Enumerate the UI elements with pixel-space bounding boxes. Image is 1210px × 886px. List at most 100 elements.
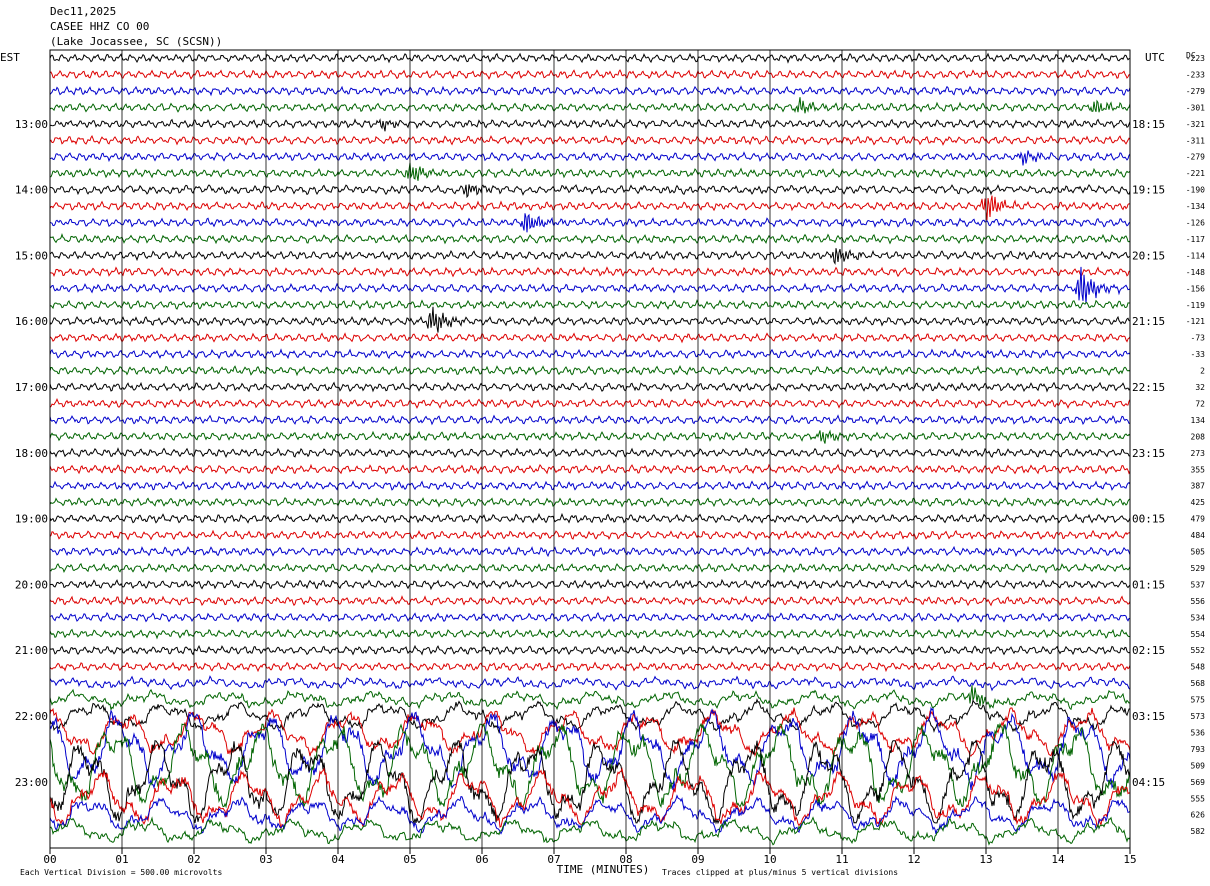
x-tick-label: 14	[1051, 853, 1065, 866]
est-hour-label: 22:00	[15, 710, 48, 723]
est-hour-label: 21:00	[15, 644, 48, 657]
dc-offset-label: -279	[1186, 153, 1205, 162]
trace-line	[49, 213, 1131, 233]
x-tick-label: 13	[979, 853, 992, 866]
dc-offset-label: 556	[1191, 597, 1206, 606]
utc-hour-label: 23:15	[1132, 447, 1165, 460]
est-hour-label: 18:00	[15, 447, 48, 460]
est-hour-label: 14:00	[15, 184, 48, 197]
trace-line	[49, 52, 1131, 64]
dc-offset-label: 2	[1200, 367, 1205, 376]
dc-offset-label: 387	[1191, 482, 1206, 491]
x-tick-label: 06	[475, 853, 488, 866]
dc-offset-label: 509	[1191, 761, 1206, 770]
trace-line	[49, 675, 1131, 692]
utc-hour-label: 21:15	[1132, 315, 1165, 328]
trace-line	[49, 612, 1131, 623]
trace-line	[50, 545, 1131, 558]
dc-offset-label: -321	[1186, 120, 1205, 129]
dc-offset-label: 552	[1191, 646, 1206, 655]
dc-offset-label: 537	[1191, 580, 1206, 589]
x-tick-label: 08	[619, 853, 632, 866]
trace-line	[49, 512, 1131, 524]
dc-offset-label: -33	[1191, 350, 1206, 359]
trace-line	[49, 162, 1131, 181]
trace-line	[49, 332, 1131, 344]
trace-group	[49, 52, 1131, 846]
trace-line	[49, 578, 1131, 591]
utc-hour-label: 19:15	[1132, 184, 1165, 197]
trace-line	[49, 306, 1131, 333]
trace-line	[49, 480, 1131, 491]
header-location: (Lake Jocassee, SC (SCSN))	[50, 35, 223, 48]
trace-line	[49, 69, 1130, 80]
trace-line	[49, 698, 1131, 734]
trace-line	[49, 134, 1131, 146]
dc-offset-label: 626	[1191, 811, 1206, 820]
trace-line	[49, 595, 1131, 607]
dc-offset-label: -148	[1186, 268, 1205, 277]
dc-offset-label: 484	[1191, 531, 1206, 540]
trace-line	[49, 85, 1131, 97]
trace-line	[49, 398, 1131, 410]
x-tick-label: 02	[187, 853, 200, 866]
est-hour-label: 17:00	[15, 381, 48, 394]
utc-axis-label: UTC	[1145, 51, 1165, 64]
trace-line	[49, 195, 1131, 221]
dc-offset-label: 505	[1191, 548, 1206, 557]
dc-offset-label: 554	[1191, 630, 1206, 639]
clip-note: Traces clipped at plus/minus 5 vertical …	[662, 868, 898, 877]
trace-line	[49, 150, 1131, 166]
trace-line	[49, 685, 1131, 712]
dc-offset-label: 134	[1191, 416, 1206, 425]
trace-line	[49, 496, 1131, 508]
est-hour-label: 16:00	[15, 315, 48, 328]
dc-offset-label: -311	[1186, 136, 1205, 145]
dc-offset-label: -156	[1186, 284, 1205, 293]
x-tick-label: 03	[259, 853, 272, 866]
dc-offset-label: 793	[1191, 745, 1206, 754]
header-date: Dec11,2025	[50, 5, 117, 18]
dc-label: DC	[1186, 51, 1196, 60]
x-tick-label: 12	[907, 853, 920, 866]
trace-line	[49, 414, 1131, 426]
dc-offset-label: 208	[1191, 432, 1206, 441]
dc-offset-label: -279	[1186, 87, 1205, 96]
dc-offset-label: -190	[1186, 186, 1205, 195]
dc-offset-label: 479	[1191, 515, 1206, 524]
x-tick-label: 11	[835, 853, 848, 866]
utc-hour-label: 01:15	[1132, 578, 1165, 591]
dc-offset-label: -221	[1186, 169, 1205, 178]
dc-offset-label: -233	[1186, 70, 1205, 79]
dc-offset-label: 425	[1191, 498, 1206, 507]
scale-note: Each Vertical Division = 500.00 microvol…	[20, 868, 222, 877]
plot-frame	[49, 49, 1131, 854]
dc-offset-label: -73	[1191, 334, 1206, 343]
dc-offset-label: 582	[1191, 827, 1206, 836]
est-hour-label: 20:00	[15, 578, 48, 591]
x-tick-label: 01	[115, 853, 128, 866]
est-axis-label: EST	[0, 51, 20, 64]
dc-offset-label: 355	[1191, 465, 1206, 474]
trace-line	[49, 644, 1131, 656]
trace-line	[50, 266, 1131, 278]
trace-line	[49, 381, 1131, 393]
trace-line	[49, 738, 1131, 825]
trace-line	[49, 562, 1131, 574]
utc-hour-label: 02:15	[1132, 644, 1165, 657]
dc-offset-label: 534	[1191, 613, 1206, 622]
trace-line	[49, 529, 1131, 541]
trace-line	[49, 429, 1131, 444]
dc-offset-label: 555	[1191, 794, 1206, 803]
est-hour-label: 23:00	[15, 776, 48, 789]
x-tick-label: 10	[763, 853, 776, 866]
utc-hour-label: 00:15	[1132, 513, 1165, 526]
trace-line	[49, 248, 1131, 266]
trace-line	[49, 348, 1131, 360]
dc-offset-label: 273	[1191, 449, 1206, 458]
x-tick-label: 05	[403, 853, 416, 866]
trace-line	[49, 707, 1131, 758]
dc-offset-label: -134	[1186, 202, 1205, 211]
dc-offset-label: 569	[1191, 778, 1206, 787]
trace-line	[49, 97, 1131, 114]
